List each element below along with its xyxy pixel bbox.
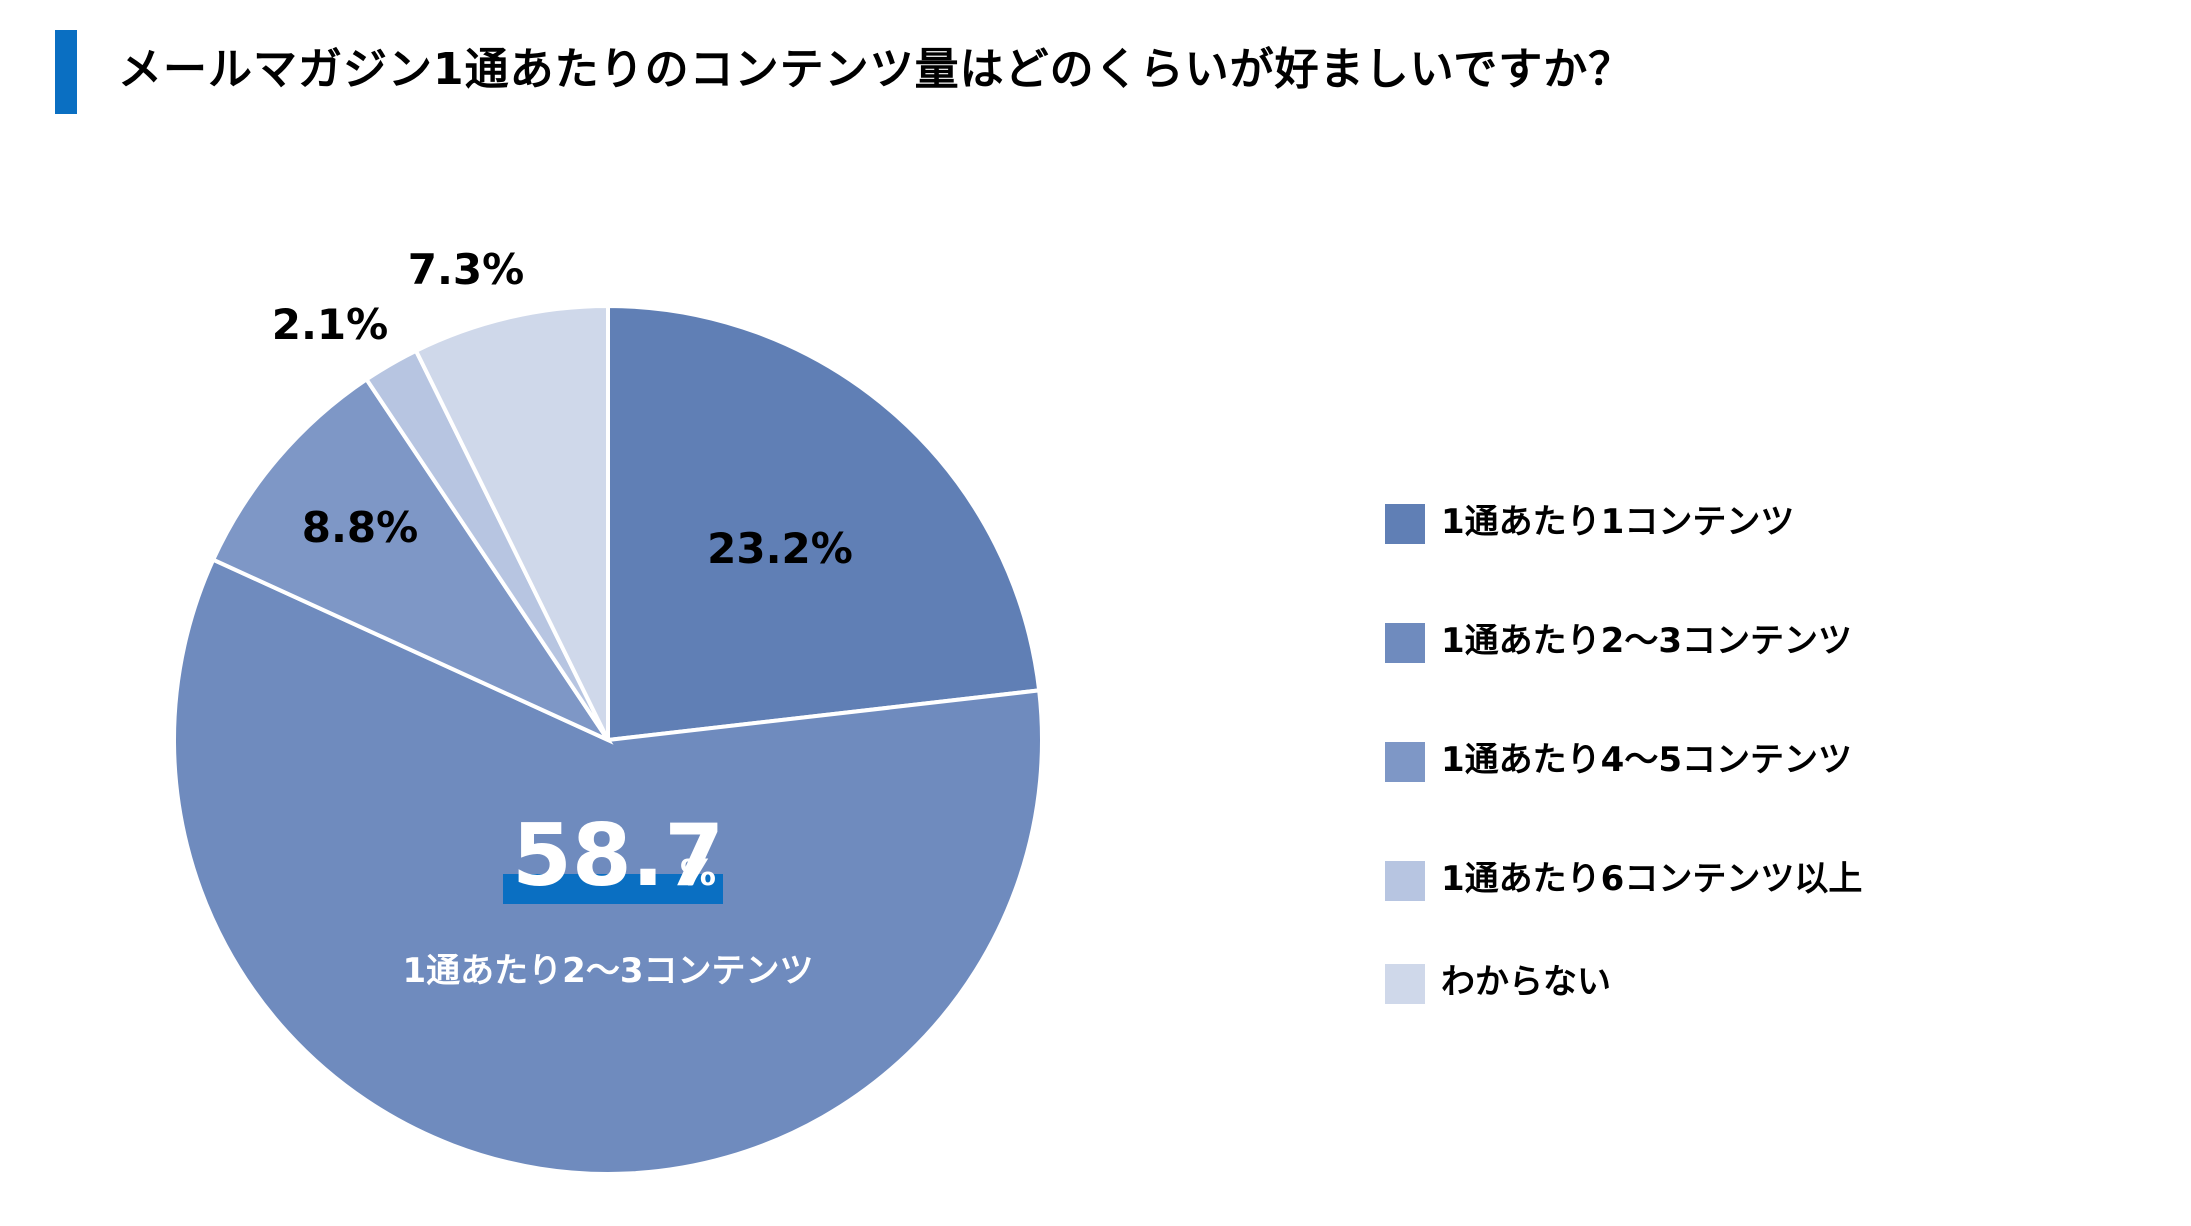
legend-label: 1通あたり2〜3コンテンツ [1441, 621, 1852, 661]
legend-label: 1通あたり1コンテンツ [1441, 502, 1795, 542]
legend-swatch [1385, 504, 1425, 544]
legend-label: 1通あたり4〜5コンテンツ [1441, 740, 1852, 780]
highlight-value-underline [503, 874, 723, 904]
legend-swatch [1385, 861, 1425, 901]
slice-label-3: 2.1% [272, 300, 388, 349]
pie-slice-1 [172, 557, 1044, 1176]
legend-label: 1通あたり6コンテンツ以上 [1441, 859, 1863, 899]
slice-label-4: 7.3% [408, 245, 524, 294]
pie-slice-4 [413, 303, 610, 741]
slice-label-0: 23.2% [707, 524, 853, 573]
highlight-category-label: 1通あたり2〜3コンテンツ [403, 951, 814, 991]
legend-swatch [1385, 742, 1425, 782]
slice-label-2: 8.8% [302, 503, 418, 552]
page-title: メールマガジン1通あたりのコンテンツ量はどのくらいが好ましいですか？ [118, 44, 1634, 95]
legend-label: わからない [1441, 962, 1611, 1002]
legend-swatch [1385, 964, 1425, 1004]
pie-slice-0 [606, 303, 1042, 743]
pie-slice-2 [210, 376, 614, 745]
highlight-value: 58.7 [512, 806, 724, 906]
highlight-value-unit: % [680, 853, 716, 894]
title-accent-bar [55, 30, 77, 114]
legend-swatch [1385, 623, 1425, 663]
